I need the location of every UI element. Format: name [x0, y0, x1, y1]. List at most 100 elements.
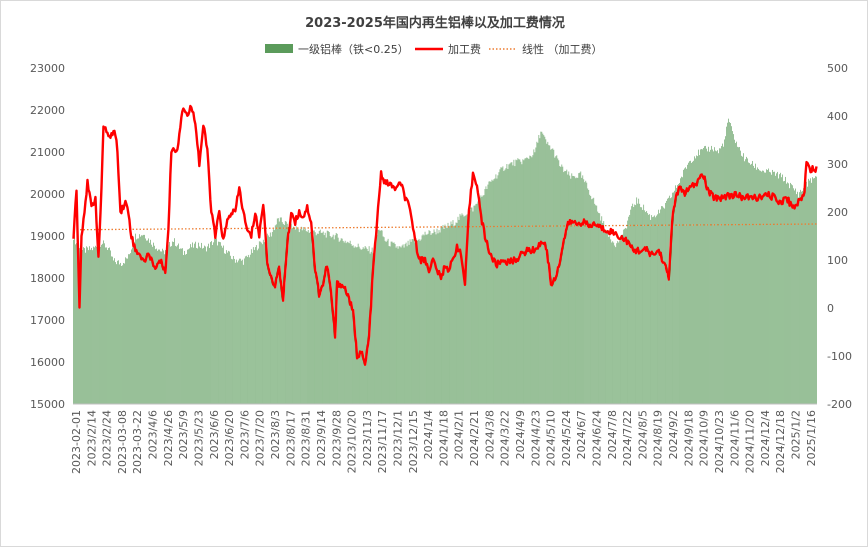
bar: [795, 188, 796, 404]
bar: [365, 247, 367, 404]
bar: [193, 247, 194, 404]
bar: [73, 239, 74, 404]
bar: [484, 189, 486, 404]
bar: [378, 229, 380, 404]
bar: [225, 250, 227, 404]
bar: [276, 218, 278, 404]
bar: [495, 174, 497, 404]
bar: [134, 242, 135, 404]
bar: [398, 246, 400, 404]
bar: [687, 164, 688, 404]
bar: [598, 212, 600, 404]
y-right-tick-label: 400: [827, 110, 848, 123]
bar: [447, 222, 449, 404]
bar: [783, 181, 784, 404]
bar: [528, 158, 530, 404]
bar: [293, 227, 295, 404]
bar: [168, 244, 169, 404]
x-tick-label: 2023/9/28: [330, 410, 343, 466]
bar: [465, 215, 467, 404]
bar: [160, 251, 161, 404]
bar: [348, 243, 350, 404]
bar: [240, 260, 242, 404]
bar: [621, 238, 623, 404]
bar: [749, 163, 750, 404]
bar: [170, 246, 171, 404]
bar: [164, 254, 165, 404]
bar: [318, 231, 320, 404]
bar: [808, 178, 809, 404]
bar: [244, 256, 246, 404]
bar: [770, 172, 771, 404]
bar: [532, 155, 534, 404]
bar: [172, 241, 173, 404]
bar: [529, 155, 531, 404]
bar: [262, 239, 264, 404]
bar: [415, 238, 417, 404]
bar: [803, 188, 804, 404]
bar: [559, 166, 561, 404]
bar: [87, 247, 88, 404]
bar: [480, 195, 482, 404]
bar: [102, 243, 103, 404]
bar: [440, 226, 442, 404]
bar: [392, 242, 394, 404]
bar: [756, 169, 757, 404]
bar: [367, 251, 369, 404]
bar: [725, 136, 726, 404]
bar: [741, 155, 742, 404]
bar: [514, 166, 516, 404]
y-left-tick-label: 15000: [30, 398, 65, 411]
bar: [460, 215, 462, 404]
bar: [211, 241, 212, 404]
bar: [407, 240, 409, 404]
bar: [283, 224, 285, 404]
bar: [694, 156, 695, 404]
bar: [705, 145, 706, 405]
bar: [782, 174, 783, 404]
bar: [422, 234, 424, 404]
bar: [379, 230, 381, 404]
bar: [450, 221, 452, 404]
bar: [816, 176, 817, 404]
bar: [718, 153, 719, 404]
bar: [95, 245, 96, 404]
bar: [253, 249, 255, 404]
bar: [162, 248, 163, 404]
bar: [648, 214, 650, 404]
bar: [126, 258, 127, 404]
bar: [708, 146, 709, 405]
bar: [123, 263, 124, 404]
bar: [798, 197, 799, 404]
bar: [813, 178, 814, 404]
bar: [506, 164, 508, 404]
bar: [791, 184, 792, 404]
bar: [681, 176, 682, 404]
bar: [735, 143, 736, 405]
x-tick-label: 2023/5/9: [177, 410, 190, 459]
bar: [590, 196, 592, 404]
x-tick-label: 2024/2/1: [453, 410, 466, 459]
bar: [666, 200, 668, 404]
bar: [265, 241, 267, 404]
bar: [738, 147, 739, 404]
bar: [154, 245, 155, 404]
bar: [611, 242, 613, 404]
x-tick-label: 2023/2/24: [101, 410, 114, 466]
bar: [494, 178, 496, 404]
bar: [400, 247, 402, 404]
bar: [258, 241, 260, 404]
bar: [595, 205, 597, 404]
bar: [766, 169, 767, 404]
bar: [604, 229, 606, 404]
bar: [299, 229, 301, 404]
bar: [632, 203, 634, 404]
bar: [427, 233, 429, 404]
bar: [466, 214, 468, 404]
bar: [626, 228, 628, 404]
bar: [799, 192, 800, 404]
bar: [585, 180, 587, 404]
bar: [305, 231, 307, 404]
bar: [285, 221, 287, 404]
bar: [568, 171, 570, 404]
